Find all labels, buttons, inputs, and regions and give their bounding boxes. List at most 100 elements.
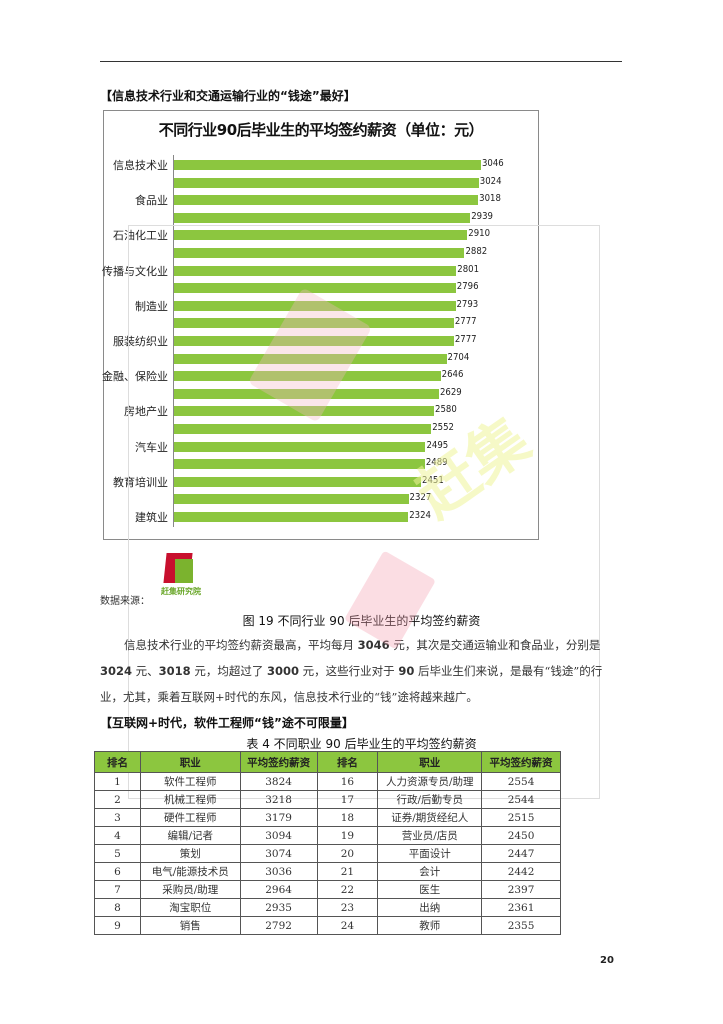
paragraph-value: 3018	[158, 664, 191, 678]
bar-value-label: 2777	[454, 316, 477, 328]
cell-salary: 3074	[239, 844, 318, 863]
bar-category-label: 信息技术业	[113, 159, 168, 172]
cell-salary: 3824	[239, 772, 318, 791]
bar-value-label: 2629	[439, 386, 462, 398]
cell-rank: 5	[94, 844, 141, 863]
bar-value-label: 3018	[479, 193, 501, 205]
bar	[174, 371, 441, 382]
chart-y-axis	[173, 155, 174, 527]
bar-category-label: 金融、保险业	[102, 370, 168, 384]
cell-salary: 2447	[481, 844, 561, 863]
cell-occupation: 机械工程师	[139, 790, 241, 809]
bar	[174, 177, 479, 188]
bar	[174, 195, 479, 206]
bar-value-label: 2801	[457, 263, 480, 275]
cell-occupation: 编辑/记者	[139, 826, 241, 845]
bar-value-label: 2793	[456, 298, 479, 310]
bar	[174, 476, 422, 487]
bar-category-label: 汽车业	[135, 440, 168, 454]
chart-bar-row: 教育培训业 2451	[104, 473, 538, 491]
cell-salary: 2544	[481, 790, 561, 809]
chart-bar-row: 2552	[104, 420, 538, 438]
bar-category-label: 制造业	[135, 299, 168, 313]
table-row: 1 软件工程师 3824 16 人力资源专员/助理 2554	[94, 772, 561, 791]
cell-salary: 2554	[481, 772, 561, 791]
cell-salary: 2935	[239, 898, 318, 917]
cell-salary: 3179	[239, 808, 318, 827]
paragraph-text: 后毕业生们来说，是最有“钱途”的行业，尤其，乘着互联网+时代的东风，信息技术行业…	[100, 664, 603, 704]
bar	[174, 300, 456, 311]
table-row: 5 策划 3074 20 平面设计 2447	[94, 844, 561, 863]
cell-salary: 2361	[481, 898, 561, 917]
cell-occupation: 硬件工程师	[139, 808, 241, 827]
bar-value-label: 2552	[432, 422, 454, 433]
bar	[174, 160, 481, 170]
bar-category-label: 石油化工业	[113, 229, 168, 243]
cell-occupation: 软件工程师	[139, 772, 241, 791]
cell-rank: 7	[94, 880, 141, 899]
bar-value-label: 3024	[479, 175, 502, 187]
section-heading-industry: 【信息技术行业和交通运输行业的“钱途”最好】	[100, 89, 356, 103]
cell-rank: 1	[94, 772, 141, 791]
bar	[174, 512, 409, 522]
bar	[174, 494, 409, 505]
cell-occupation: 出纳	[377, 898, 483, 917]
cell-rank: 6	[94, 862, 141, 881]
chart-bar-row: 2796	[104, 279, 538, 297]
bar	[174, 406, 435, 417]
table-row: 7 采购员/助理 2964 22 医生 2397	[94, 880, 561, 899]
header-occupation: 职业	[377, 751, 483, 773]
paragraph-text: 元，这些行业对于	[299, 664, 399, 678]
cell-rank: 21	[316, 862, 379, 881]
bar-category-label: 服装纺织业	[113, 335, 168, 348]
cell-occupation: 平面设计	[377, 844, 483, 863]
table-header-row: 排名 职业 平均签约薪资 排名 职业 平均签约薪资	[94, 751, 561, 773]
chart-bar-row: 2327	[104, 490, 538, 508]
cell-rank: 17	[316, 790, 379, 809]
chart-bar-row: 食品业 3018	[104, 191, 538, 209]
logo-text: 赶集研究院	[161, 587, 201, 596]
header-salary: 平均签约薪资	[239, 751, 318, 773]
cell-salary: 2515	[481, 808, 561, 827]
source-logo: 赶集研究院	[161, 553, 205, 597]
bar	[174, 424, 432, 434]
bar-value-label: 2796	[456, 281, 479, 293]
chart-bar-row: 房地产业 2580	[104, 402, 538, 420]
paragraph-text: 信息技术行业的平均签约薪资最高，平均每月	[124, 638, 358, 652]
bar-category-label: 建筑业	[135, 511, 168, 524]
cell-occupation: 采购员/助理	[139, 880, 241, 899]
cell-occupation: 会计	[377, 862, 483, 881]
bar	[174, 353, 447, 364]
cell-occupation: 销售	[139, 916, 241, 935]
chart-bar-row: 建筑业 2324	[104, 508, 538, 526]
bar-value-label: 2451	[422, 474, 444, 486]
cell-occupation: 电气/能源技术员	[139, 862, 241, 881]
cell-occupation: 医生	[377, 880, 483, 899]
cell-rank: 2	[94, 790, 141, 809]
section-heading-occupation: 【互联网+时代，软件工程师“钱”途不可限量】	[100, 716, 354, 730]
bar-value-label: 2495	[426, 439, 449, 451]
bar-value-label: 2910	[468, 228, 491, 240]
bar	[174, 230, 468, 241]
chart-bar-row: 2939	[104, 209, 538, 227]
table-row: 9 销售 2792 24 教师 2355	[94, 916, 561, 935]
bar	[174, 318, 454, 329]
cell-salary: 2792	[239, 916, 318, 935]
cell-salary: 3218	[239, 790, 318, 809]
cell-occupation: 证券/期货经纪人	[377, 808, 483, 827]
paragraph-value: 3024	[100, 664, 133, 678]
bar-value-label: 2580	[435, 404, 457, 416]
bar-category-label: 传播与文化业	[102, 264, 168, 278]
bar-value-label: 2939	[471, 210, 493, 222]
chart-bar-row: 2489	[104, 455, 538, 473]
chart-title: 不同行业90后毕业生的平均签约薪资（单位：元）	[158, 121, 484, 139]
cell-rank: 20	[316, 844, 379, 863]
cell-occupation: 教师	[377, 916, 483, 935]
paragraph-value: 3046	[357, 638, 390, 652]
table-row: 6 电气/能源技术员 3036 21 会计 2442	[94, 862, 561, 881]
chart-bar-row: 2777	[104, 314, 538, 332]
paragraph-value: 90	[398, 664, 415, 678]
industry-salary-chart: 不同行业90后毕业生的平均签约薪资（单位：元） 信息技术业 3046 3024 食品业…	[102, 110, 539, 540]
cell-rank: 22	[316, 880, 379, 899]
chart-bar-row: 服装纺织业 2777	[104, 332, 538, 350]
